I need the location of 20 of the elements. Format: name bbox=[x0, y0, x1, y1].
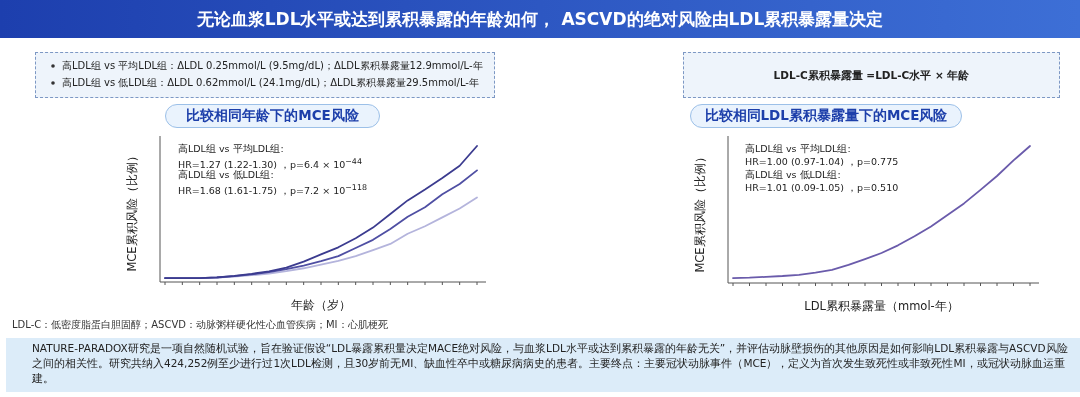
y-axis-title: MCE累积风险（比例） bbox=[124, 150, 140, 272]
text: NATURE-PARADOX研究是一项自然随机试验，旨在验证假设“LDL暴露累积量决定MACE绝对风险，与血浆LDL水平或达到累积暴露的年龄无关”，并评估动脉壁损伤的其他原因是如何影响LDL累积暴露与ASCVD风险之间的相关性。研究共纳入424,252例至少进行过1次LDL检测，且30岁前无MI、缺血性卒中或糖尿病病史的患者。主要终点：主要冠状动脉事件（MCE），定义为首次发生致死性或非致死性MI，或冠状动脉血运重建。 bbox=[6, 338, 1080, 392]
x-axis-title: 年龄（岁） bbox=[291, 298, 351, 313]
annotation: HR=1.00 (0.97-1.04) ，p=0.775 bbox=[745, 156, 899, 169]
annotation: 高LDL组 vs 低LDL组: bbox=[745, 169, 841, 182]
annotation: 高LDL组 vs 平均LDL组: bbox=[178, 143, 284, 156]
text: LDL-C：低密度脂蛋白胆固醇；ASCVD：动脉粥样硬化性心血管疾病；MI：心肌梗死 bbox=[12, 318, 388, 332]
chart-title: 比较相同LDL累积暴露量下的MCE风险 bbox=[690, 104, 962, 128]
text: 无论血浆LDL水平或达到累积暴露的年龄如何， ASCVD的绝对风险由LDL累积暴露量决定 bbox=[0, 0, 1080, 38]
annotation: HR=1.68 (1.61-1.75) ，p=7.2 × 10$^{−118}$ bbox=[178, 182, 367, 198]
annotation: HR=1.27 (1.22-1.30) ，p=6.4 × 10$^{−44}$ bbox=[178, 156, 362, 171]
x-axis-title: LDL累积暴露量（mmol-年） bbox=[804, 299, 959, 314]
text: 高LDL组 vs 低LDL组：ΔLDL 0.62mmol/L (24.1mg/dL)；ΔLDL累积暴露量29.5mmol/L-年 bbox=[62, 76, 479, 90]
text: 高LDL组 vs 平均LDL组：ΔLDL 0.25mmol/L (9.5mg/dL)；ΔLDL累积暴露量12.9mmol/L-年 bbox=[62, 59, 483, 73]
annotation: 高LDL组 vs 平均LDL组: bbox=[745, 143, 851, 156]
chart-title: 比较相同年龄下的MCE风险 bbox=[165, 104, 380, 128]
y-axis-title: MCE累积风险（比例） bbox=[692, 150, 708, 273]
annotation: 高LDL组 vs 低LDL组: bbox=[178, 169, 274, 182]
annotation: HR=1.01 (0.09-1.05) ，p=0.510 bbox=[745, 182, 899, 195]
chart-subtitle: LDL-C累积暴露量 =LDL-C水平 × 年龄 bbox=[773, 69, 970, 81]
